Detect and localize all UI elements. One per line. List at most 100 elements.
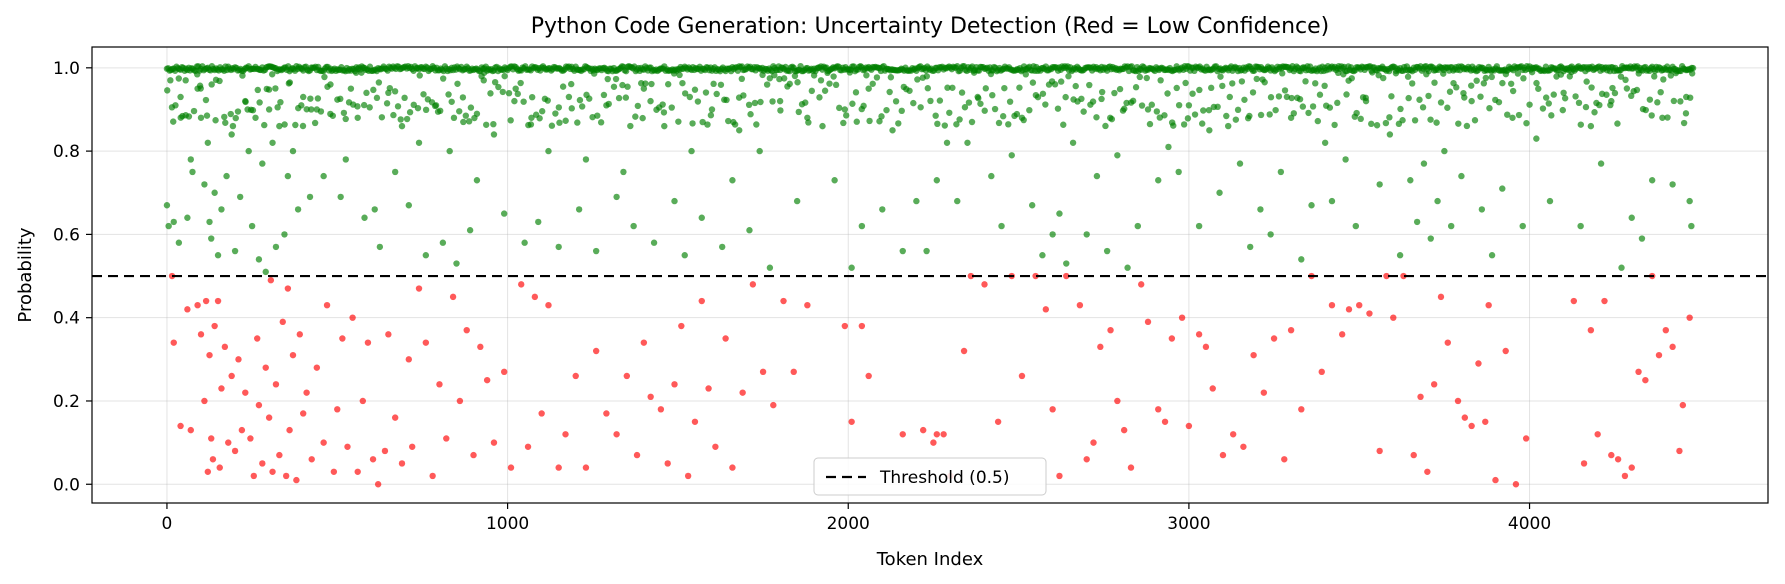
high-confidence-point	[1353, 109, 1360, 117]
high-confidence-point	[1208, 84, 1215, 92]
high-confidence-point	[1660, 76, 1667, 83]
high-confidence-point	[1065, 73, 1072, 80]
high-confidence-point	[376, 243, 384, 251]
high-confidence-point	[1635, 70, 1642, 77]
low-confidence-point	[265, 414, 273, 421]
high-confidence-point	[363, 89, 370, 97]
low-confidence-point	[1475, 360, 1482, 367]
high-confidence-point	[898, 107, 905, 115]
high-confidence-point	[1423, 70, 1430, 78]
high-confidence-point	[1146, 120, 1154, 128]
low-confidence-point	[398, 460, 406, 467]
high-confidence-point	[946, 109, 953, 116]
high-confidence-point	[459, 94, 467, 101]
high-confidence-point	[1618, 264, 1625, 271]
high-confidence-point	[401, 94, 408, 102]
high-confidence-point	[795, 108, 802, 116]
high-confidence-point	[886, 88, 893, 96]
high-confidence-point	[268, 71, 276, 78]
high-confidence-point	[483, 121, 490, 128]
low-confidence-point	[1114, 397, 1121, 405]
y-tick-label: 0.6	[53, 225, 80, 245]
low-confidence-point	[1679, 401, 1687, 409]
high-confidence-point	[1185, 102, 1193, 109]
high-confidence-point	[707, 112, 715, 119]
high-confidence-point	[1060, 121, 1067, 128]
high-confidence-point	[1568, 68, 1575, 76]
high-confidence-point	[462, 112, 470, 119]
high-confidence-point	[1165, 143, 1172, 151]
low-confidence-point	[691, 418, 699, 425]
low-confidence-point	[1628, 464, 1635, 471]
low-confidence-point	[657, 406, 665, 413]
high-confidence-point	[416, 72, 423, 79]
y-tick-label: 0.0	[53, 475, 80, 495]
high-confidence-point	[1195, 222, 1203, 230]
high-confidence-point	[917, 104, 924, 111]
high-confidence-point	[1026, 106, 1033, 114]
low-confidence-point	[349, 314, 356, 321]
high-confidence-point	[314, 95, 322, 102]
high-confidence-point	[1427, 235, 1434, 242]
high-confidence-point	[256, 99, 263, 106]
low-confidence-point	[1655, 351, 1663, 359]
high-confidence-point	[747, 111, 754, 118]
high-confidence-point	[361, 214, 368, 221]
high-confidence-point	[1182, 79, 1189, 87]
high-confidence-point	[913, 197, 920, 205]
high-confidence-point	[910, 99, 917, 107]
high-confidence-point	[914, 76, 921, 83]
low-confidence-point	[177, 422, 184, 430]
high-confidence-point	[1028, 202, 1036, 209]
low-confidence-point	[364, 339, 372, 346]
low-confidence-point	[1461, 414, 1469, 421]
high-confidence-point	[719, 243, 726, 251]
high-confidence-point	[1575, 99, 1583, 107]
high-confidence-point	[1039, 252, 1046, 259]
high-confidence-point	[491, 78, 499, 86]
low-confidence-point	[276, 451, 283, 459]
low-confidence-point	[1042, 306, 1050, 313]
high-confidence-point	[998, 222, 1005, 230]
low-confidence-point	[214, 297, 222, 305]
high-confidence-point	[1013, 110, 1021, 118]
high-confidence-point	[1560, 89, 1567, 97]
high-confidence-point	[634, 102, 642, 110]
high-confidence-point	[223, 172, 230, 180]
high-confidence-point	[624, 83, 631, 90]
high-confidence-point	[1229, 80, 1236, 87]
low-confidence-point	[678, 322, 685, 330]
high-confidence-point	[1683, 93, 1690, 101]
low-confidence-point	[228, 372, 235, 380]
high-confidence-point	[797, 62, 804, 70]
low-confidence-point	[919, 426, 927, 434]
high-confidence-point	[222, 119, 229, 126]
high-confidence-point	[650, 239, 658, 246]
low-confidence-point	[1345, 306, 1353, 313]
low-confidence-point	[1608, 451, 1615, 459]
low-confidence-point	[572, 372, 579, 380]
high-confidence-point	[1528, 68, 1536, 76]
high-confidence-point	[1399, 117, 1406, 124]
high-confidence-point	[622, 94, 630, 101]
low-confidence-point	[1662, 326, 1670, 334]
high-confidence-point	[544, 97, 551, 104]
high-confidence-point	[892, 98, 900, 105]
low-confidence-point	[354, 468, 361, 475]
high-confidence-point	[1234, 106, 1242, 114]
low-confidence-point	[1018, 372, 1026, 380]
high-confidence-point	[1108, 115, 1116, 123]
high-confidence-point	[756, 147, 763, 155]
low-confidence-point	[405, 356, 413, 363]
high-confidence-point	[1223, 112, 1230, 120]
high-confidence-point	[753, 121, 760, 128]
y-axis-label: Probability	[15, 227, 36, 322]
high-confidence-point	[849, 100, 856, 107]
high-confidence-point	[816, 94, 823, 101]
low-confidence-point	[187, 426, 194, 434]
high-confidence-point	[1205, 106, 1213, 114]
high-confidence-point	[1247, 243, 1254, 251]
high-confidence-point	[604, 75, 611, 83]
high-confidence-point	[982, 85, 989, 92]
high-confidence-point	[439, 75, 447, 82]
